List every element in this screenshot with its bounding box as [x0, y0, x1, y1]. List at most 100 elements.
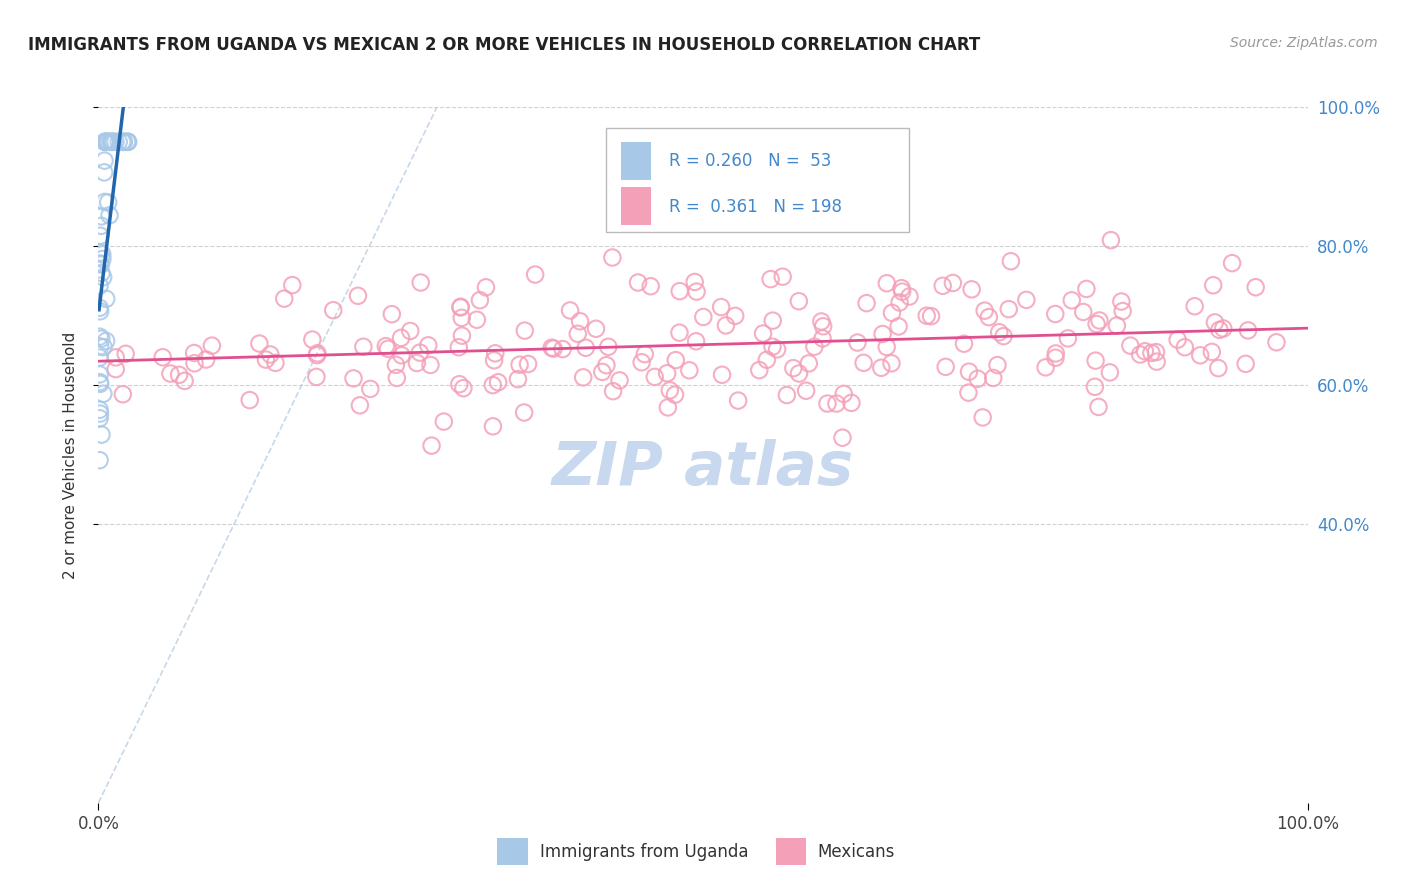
- Point: [359, 382, 381, 396]
- Point: [890, 281, 912, 295]
- Point: [1237, 323, 1260, 337]
- Point: [972, 410, 994, 425]
- Point: [450, 310, 472, 325]
- Point: [91, 247, 114, 261]
- Point: [451, 328, 474, 343]
- Point: [981, 371, 1004, 385]
- Point: [787, 294, 810, 309]
- Point: [1098, 365, 1121, 379]
- Point: [97, 135, 120, 149]
- Point: [935, 359, 957, 374]
- Point: [540, 341, 562, 355]
- Point: [377, 342, 399, 356]
- Point: [484, 346, 506, 360]
- Point: [97, 135, 120, 149]
- Point: [787, 367, 810, 381]
- Point: [1071, 305, 1094, 319]
- Point: [89, 329, 111, 343]
- Point: [1045, 351, 1067, 365]
- Point: [94, 135, 117, 149]
- Point: [104, 135, 127, 149]
- Point: [273, 292, 295, 306]
- Point: [915, 309, 938, 323]
- Point: [766, 343, 789, 357]
- Point: [513, 324, 536, 338]
- Point: [1133, 344, 1156, 359]
- Point: [104, 362, 127, 376]
- Point: [114, 347, 136, 361]
- Point: [90, 427, 112, 442]
- Point: [567, 326, 589, 341]
- Point: [1105, 318, 1128, 333]
- Point: [450, 300, 472, 314]
- Point: [609, 373, 631, 387]
- Point: [876, 277, 898, 291]
- Point: [100, 135, 122, 149]
- Point: [112, 135, 135, 149]
- Point: [953, 336, 976, 351]
- Point: [1035, 360, 1057, 375]
- Point: [1076, 282, 1098, 296]
- Point: [107, 135, 129, 149]
- Point: [957, 365, 980, 379]
- Point: [409, 276, 432, 290]
- Point: [602, 384, 624, 399]
- Point: [891, 285, 914, 299]
- FancyBboxPatch shape: [606, 128, 908, 232]
- Point: [101, 135, 124, 149]
- Text: ZIP atlas: ZIP atlas: [553, 440, 853, 499]
- Point: [543, 342, 565, 356]
- Point: [855, 296, 877, 310]
- Point: [755, 352, 778, 367]
- Point: [831, 431, 853, 445]
- Point: [249, 336, 271, 351]
- Point: [349, 398, 371, 412]
- Point: [506, 372, 529, 386]
- Point: [1146, 354, 1168, 368]
- Point: [111, 135, 134, 149]
- Y-axis label: 2 or more Vehicles in Household: 2 or more Vehicles in Household: [63, 331, 77, 579]
- Point: [482, 419, 505, 434]
- Point: [301, 333, 323, 347]
- Point: [889, 295, 911, 310]
- Point: [259, 347, 281, 361]
- Point: [977, 310, 1000, 325]
- Point: [832, 387, 855, 401]
- Point: [89, 375, 111, 389]
- Point: [342, 371, 364, 385]
- Point: [630, 355, 652, 369]
- Point: [1085, 317, 1108, 331]
- Point: [1087, 400, 1109, 414]
- Point: [307, 348, 329, 362]
- Point: [183, 356, 205, 370]
- Point: [409, 345, 432, 359]
- Point: [1111, 294, 1133, 309]
- Point: [89, 340, 111, 354]
- Point: [1060, 293, 1083, 308]
- Point: [1208, 323, 1230, 337]
- Point: [90, 266, 112, 280]
- Point: [96, 292, 118, 306]
- Point: [585, 322, 607, 336]
- Point: [794, 384, 817, 398]
- Point: [782, 361, 804, 376]
- Point: [89, 228, 111, 243]
- Point: [668, 284, 690, 298]
- Point: [103, 135, 125, 149]
- Point: [374, 339, 396, 353]
- FancyBboxPatch shape: [621, 187, 651, 226]
- Point: [558, 303, 581, 318]
- Point: [406, 356, 429, 370]
- Point: [880, 356, 903, 370]
- Point: [183, 346, 205, 360]
- Text: IMMIGRANTS FROM UGANDA VS MEXICAN 2 OR MORE VEHICLES IN HOUSEHOLD CORRELATION CH: IMMIGRANTS FROM UGANDA VS MEXICAN 2 OR M…: [28, 36, 980, 54]
- Point: [481, 378, 503, 392]
- Point: [993, 329, 1015, 343]
- Point: [91, 252, 114, 266]
- Point: [159, 367, 181, 381]
- Point: [852, 356, 875, 370]
- Point: [685, 334, 707, 349]
- Point: [657, 401, 679, 415]
- Point: [98, 208, 121, 222]
- Point: [1204, 315, 1226, 329]
